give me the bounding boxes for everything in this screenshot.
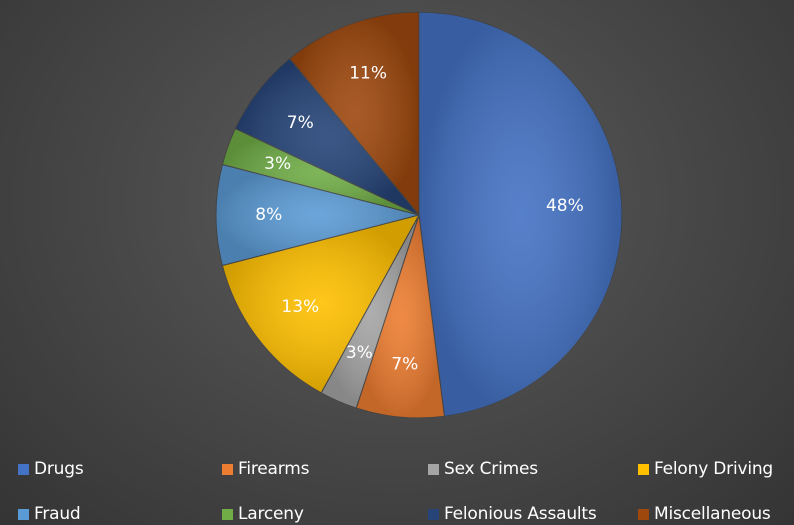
data-label-larceny: 3% <box>264 154 291 174</box>
pie-chart: 48% 7% 3% 13% 8% 3% 7% 11% <box>215 11 623 419</box>
legend-swatch <box>222 463 233 475</box>
data-label-miscellaneous: 11% <box>349 64 387 84</box>
legend-label: Felony Driving <box>654 459 774 479</box>
legend-swatch <box>18 463 29 475</box>
chart-legend: Drugs Firearms Sex Crimes Felony Driving Fra… <box>0 450 794 525</box>
data-label-fraud: 8% <box>255 205 282 225</box>
legend-swatch <box>222 508 233 520</box>
pie-slice-drugs <box>418 11 623 417</box>
pie-svg: 48% 7% 3% 13% 8% 3% 7% 11% <box>215 11 623 419</box>
legend-label: Larceny <box>238 504 304 524</box>
data-label-firearms: 7% <box>391 355 418 375</box>
legend-item-drugs: Drugs <box>18 456 84 482</box>
legend-item-sex-crimes: Sex Crimes <box>428 456 538 482</box>
legend-item-firearms: Firearms <box>222 456 309 482</box>
legend-item-miscellaneous: Miscellaneous <box>638 501 771 525</box>
data-label-drugs: 48% <box>546 196 584 216</box>
legend-label: Fraud <box>34 504 81 524</box>
pie-data-labels: 48% 7% 3% 13% 8% 3% 7% 11% <box>255 64 583 375</box>
legend-swatch <box>638 508 649 520</box>
legend-swatch <box>638 463 649 475</box>
legend-item-larceny: Larceny <box>222 501 304 525</box>
legend-swatch <box>428 508 439 520</box>
legend-label: Miscellaneous <box>654 504 771 524</box>
legend-label: Drugs <box>34 459 84 479</box>
legend-item-felonious-assaults: Felonious Assaults <box>428 501 597 525</box>
data-label-sex-crimes: 3% <box>346 343 373 363</box>
data-label-felony-driving: 13% <box>281 297 319 317</box>
legend-label: Firearms <box>238 459 310 479</box>
legend-swatch <box>18 508 29 520</box>
legend-item-fraud: Fraud <box>18 501 81 525</box>
legend-item-felony-driving: Felony Driving <box>638 456 773 482</box>
legend-label: Felonious Assaults <box>444 504 597 524</box>
data-label-felonious-assaults: 7% <box>287 113 314 133</box>
legend-label: Sex Crimes <box>444 459 538 479</box>
legend-swatch <box>428 463 439 475</box>
